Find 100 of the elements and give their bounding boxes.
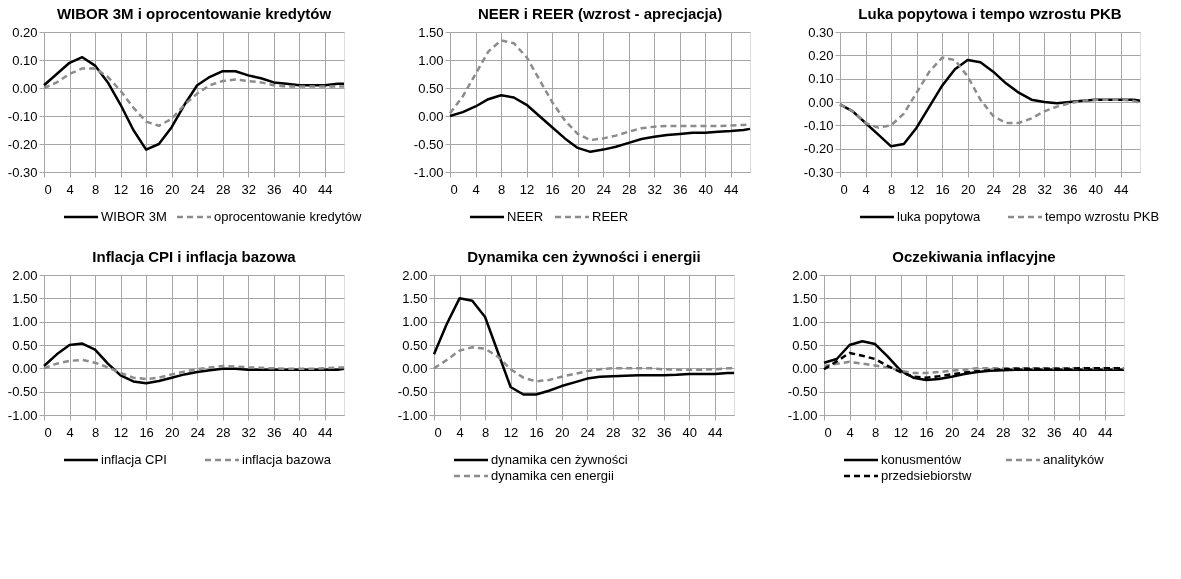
y-tick-label: -1.00 [413, 164, 444, 180]
y-tick-label: -0.50 [397, 384, 428, 400]
x-tick-label: 4 [456, 424, 464, 440]
x-tick-label: 8 [91, 424, 100, 440]
line-series [42, 55, 346, 151]
x-tick-label: 28 [995, 424, 1011, 440]
x-tick-label: 16 [139, 181, 154, 197]
legend-label: luka popytowa [897, 209, 981, 224]
y-tick-label: -0.10 [7, 108, 38, 124]
x-tick-label: 12 [503, 424, 519, 440]
x-tick-label: 20 [164, 424, 180, 440]
y-tick-label: 2.00 [12, 267, 38, 283]
x-tick-label: 24 [970, 424, 985, 440]
x-tick-label: 24 [190, 424, 205, 440]
x-tick-label: 12 [113, 181, 129, 197]
legend-label: inflacja bazowa [242, 452, 332, 467]
chart-title: Inflacja CPI i inflacja bazowa [92, 248, 297, 265]
x-tick-label: 36 [1063, 181, 1078, 197]
y-tick-label: 1.00 [12, 314, 38, 330]
x-tick-label: 36 [267, 181, 282, 197]
line-series [822, 360, 1126, 375]
x-tick-label: 0 [44, 181, 52, 197]
legend-label: NEER [507, 209, 544, 224]
y-tick-label: 1.50 [792, 290, 818, 306]
x-tick-label: 32 [647, 181, 662, 197]
y-tick-label: 0.50 [792, 337, 818, 353]
x-tick-label: 28 [605, 424, 621, 440]
x-tick-label: 44 [318, 181, 333, 197]
legend-label: oprocentowanie kredytów [214, 209, 363, 224]
x-tick-label: 32 [241, 424, 256, 440]
legend-label: tempo wzrostu PKB [1045, 209, 1160, 224]
x-tick-label: 32 [241, 181, 256, 197]
x-tick-label: 0 [840, 181, 848, 197]
x-tick-label: 0 [434, 424, 442, 440]
x-tick-label: 12 [893, 424, 909, 440]
y-tick-label: -0.20 [803, 141, 834, 157]
x-tick-label: 40 [1072, 424, 1088, 440]
x-tick-label: 44 [708, 424, 723, 440]
y-tick-label: 0.50 [12, 337, 38, 353]
legend-label: dynamika cen energii [491, 468, 614, 483]
x-tick-label: 4 [66, 181, 74, 197]
x-tick-label: 36 [657, 424, 672, 440]
chart-title: WIBOR 3M i oprocentowanie kredytów [56, 5, 332, 22]
x-tick-label: 8 [497, 181, 506, 197]
y-tick-label: 0.00 [418, 108, 444, 124]
legend-label: konusmentów [881, 452, 962, 467]
x-tick-label: 40 [698, 181, 714, 197]
x-tick-label: 40 [292, 181, 308, 197]
y-tick-label: 0.00 [12, 360, 38, 376]
x-tick-label: 20 [554, 424, 570, 440]
x-tick-label: 8 [481, 424, 490, 440]
y-tick-label: 0.20 [808, 47, 834, 63]
legend-label: analityków [1043, 452, 1105, 467]
y-tick-label: 1.50 [12, 290, 38, 306]
y-tick-label: -0.30 [7, 164, 38, 180]
x-tick-label: 12 [909, 181, 925, 197]
x-tick-label: 4 [862, 181, 870, 197]
x-tick-label: 40 [682, 424, 698, 440]
line-series [42, 358, 346, 381]
x-tick-label: 24 [190, 181, 205, 197]
x-tick-label: 44 [1114, 181, 1129, 197]
legend-label: przedsiebiorstw [881, 468, 972, 483]
y-tick-label: 0.10 [12, 52, 38, 68]
x-tick-label: 20 [944, 424, 960, 440]
x-tick-label: 20 [164, 181, 180, 197]
y-tick-label: -0.50 [787, 384, 818, 400]
x-tick-label: 0 [450, 181, 458, 197]
chart-title: Dynamika cen żywności i energii [467, 248, 701, 265]
x-tick-label: 16 [919, 424, 934, 440]
y-tick-label: -1.00 [397, 407, 428, 423]
y-tick-label: 0.50 [418, 80, 444, 96]
legend-label: inflacja CPI [101, 452, 167, 467]
chart-title: Oczekiwania inflacyjne [892, 248, 1056, 265]
x-tick-label: 8 [871, 424, 880, 440]
x-tick-label: 16 [529, 424, 544, 440]
y-tick-label: 1.00 [402, 314, 428, 330]
y-tick-label: 0.50 [402, 337, 428, 353]
y-tick-label: 1.50 [402, 290, 428, 306]
x-tick-label: 0 [44, 424, 52, 440]
chart-title: Luka popytowa i tempo wzrostu PKB [858, 5, 1122, 22]
x-tick-label: 40 [292, 424, 308, 440]
x-tick-label: 32 [1037, 181, 1052, 197]
y-tick-label: 0.00 [402, 360, 428, 376]
x-tick-label: 44 [318, 424, 333, 440]
x-tick-label: 32 [631, 424, 646, 440]
y-tick-label: 0.00 [12, 80, 38, 96]
x-tick-label: 4 [846, 424, 854, 440]
x-tick-label: 16 [935, 181, 950, 197]
y-tick-label: -0.10 [803, 117, 834, 133]
x-tick-label: 28 [215, 424, 231, 440]
y-tick-label: 0.00 [808, 94, 834, 110]
x-tick-label: 8 [91, 181, 100, 197]
x-tick-label: 44 [1098, 424, 1113, 440]
x-tick-label: 0 [824, 424, 832, 440]
y-tick-label: -1.00 [7, 407, 38, 423]
x-tick-label: 24 [596, 181, 611, 197]
x-tick-label: 4 [66, 424, 74, 440]
chart-title: NEER i REER (wzrost - aprecjacja) [477, 5, 723, 22]
line-series [42, 67, 346, 128]
legend-label: WIBOR 3M [101, 209, 167, 224]
